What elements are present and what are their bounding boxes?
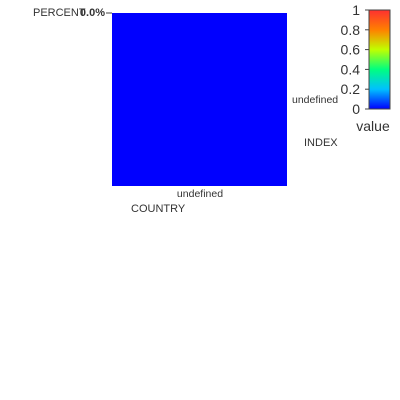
colorbar-gradient bbox=[368, 9, 391, 110]
y-tick-label: undefined bbox=[292, 94, 338, 106]
colorbar-tick-label: 0.2 bbox=[341, 81, 361, 97]
heatmap-cell bbox=[112, 13, 287, 186]
colorbar-ticks: 0 0.2 0.4 0.6 0.8 1 bbox=[341, 2, 369, 117]
colorbar-tick-label: 1 bbox=[352, 2, 360, 18]
colorbar-tick-label: 0.4 bbox=[341, 61, 361, 77]
colorbar-tick-label: 0.8 bbox=[341, 22, 361, 38]
z-title: PERCENT bbox=[33, 7, 86, 19]
colorbar-title: value bbox=[356, 118, 390, 134]
z-hover-value: 0.0% bbox=[80, 7, 105, 19]
y-axis-title: INDEX bbox=[304, 137, 338, 149]
heatmap-cells bbox=[112, 13, 287, 186]
x-axis-title: COUNTRY bbox=[131, 203, 186, 215]
x-tick-label: undefined bbox=[177, 188, 223, 200]
colorbar: 0 0.2 0.4 0.6 0.8 1 value bbox=[341, 2, 391, 134]
colorbar-tick-label: 0 bbox=[352, 101, 360, 117]
colorbar-tick-label: 0.6 bbox=[341, 42, 361, 58]
